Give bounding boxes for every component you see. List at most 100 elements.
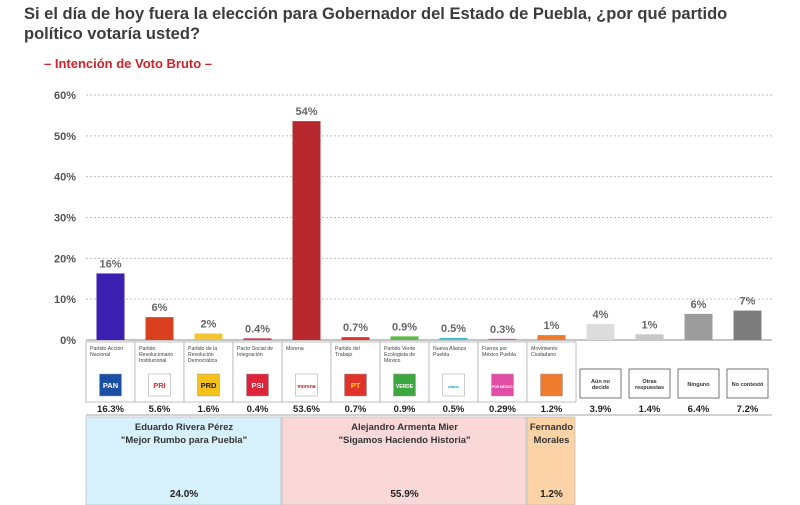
category-box	[677, 368, 720, 399]
bar	[488, 338, 517, 340]
bar-label: 2%	[201, 318, 217, 330]
coalition-candidate: Fernando	[530, 422, 573, 433]
morena-logo-icon	[295, 373, 318, 397]
y-tick-label: 0%	[60, 335, 76, 347]
category-label: Partido Acción Nacional	[90, 346, 123, 358]
y-tick-label: 50%	[54, 131, 76, 143]
table-value: 5.6%	[149, 404, 171, 415]
bar	[733, 310, 762, 340]
table-value: 16.3%	[97, 404, 124, 415]
y-tick-label: 30%	[54, 213, 76, 225]
coalition-block	[281, 416, 527, 505]
table-value: 0.4%	[247, 404, 269, 415]
y-tick-label: 10%	[54, 294, 76, 306]
bar	[194, 333, 223, 340]
coalition-total: 1.2%	[540, 489, 563, 500]
bar-label: 1%	[642, 319, 658, 331]
logo-text: PSI	[251, 381, 263, 390]
prd-logo-icon	[197, 373, 220, 397]
bar	[537, 335, 566, 340]
bar	[292, 121, 321, 340]
bar-label: 0.4%	[245, 323, 270, 335]
coalition-slogan: "Sigamos Haciendo Historia"	[338, 435, 470, 446]
pt-logo-icon	[344, 373, 367, 397]
category-label: No contestó	[732, 382, 764, 388]
logo-text: PRI	[153, 381, 166, 390]
y-tick-label: 20%	[54, 253, 76, 265]
chart-title: Si el día de hoy fuera la elección para …	[24, 5, 728, 43]
pvem-logo-icon	[393, 373, 416, 397]
logo-text: FUERZA POR MÉXICO PUEBLA	[478, 384, 527, 389]
chart-subtitle: – Intención de Voto Bruto –	[44, 56, 213, 71]
coalition-candidate: Morales	[534, 435, 570, 446]
fuerza-mexico-logo-icon	[491, 373, 514, 397]
category-label: Partido de la Revolución Democrática	[188, 346, 217, 364]
bar	[341, 337, 370, 340]
category-label: Partido Revolucionario Institucional	[139, 346, 173, 364]
bar-label: 54%	[295, 106, 317, 118]
bar-label: 1%	[544, 320, 560, 332]
y-tick-label: 40%	[54, 172, 76, 184]
category-label: Movimiento Ciudadano	[531, 346, 558, 358]
table-value: 0.9%	[394, 404, 416, 415]
table-value: 6.4%	[688, 404, 710, 415]
pri-logo-icon	[148, 373, 171, 397]
logo-text: PT	[351, 381, 361, 390]
logo-text: PRD	[201, 381, 217, 390]
category-label: Ninguno	[687, 382, 710, 388]
coalition-total: 55.9%	[390, 489, 418, 500]
movimiento-ciudadano-logo-icon	[540, 373, 563, 397]
psi-logo-icon	[246, 373, 269, 397]
logo-text: alianza	[448, 385, 459, 389]
pan-logo-icon	[99, 373, 122, 397]
logo-text: PAN	[103, 381, 118, 390]
table-value: 1.6%	[198, 404, 220, 415]
bar-label: 0.9%	[392, 321, 417, 333]
y-tick-label: 60%	[54, 90, 76, 102]
table-value: 0.7%	[345, 404, 367, 415]
bar	[145, 317, 174, 340]
table-value: 1.4%	[639, 404, 661, 415]
coalition-slogan: "Mejor Rumbo para Puebla"	[121, 435, 247, 446]
bar-label: 16%	[99, 258, 121, 270]
nueva-alianza-logo-icon	[442, 373, 465, 397]
category-box	[579, 368, 622, 399]
bar	[390, 336, 419, 340]
bar	[439, 337, 468, 340]
category-label: Partido del Trabajo	[335, 346, 360, 358]
coalition-block	[526, 416, 576, 505]
bar-label: 0.5%	[441, 323, 466, 335]
logo-text: morena	[297, 384, 315, 390]
coalition-candidate: Eduardo Rivera Pérez	[135, 422, 233, 433]
coalition-total: 24.0%	[170, 489, 198, 500]
category-label: Aún no decide	[591, 379, 611, 391]
table-value: 7.2%	[737, 404, 759, 415]
bar-label: 6%	[152, 302, 168, 314]
bar	[635, 334, 664, 340]
bar-label: 0.3%	[490, 324, 515, 336]
table-value: 1.2%	[541, 404, 563, 415]
bar-label: 7%	[740, 296, 756, 308]
bar	[243, 338, 272, 340]
bar	[586, 324, 615, 340]
category-label: Partido Verde Ecologista de México	[384, 346, 416, 364]
category-box	[628, 368, 671, 399]
category-box	[726, 368, 769, 399]
bar-label: 0.7%	[343, 322, 368, 334]
logo-text: VERDE	[396, 384, 414, 390]
coalition-candidate: Alejandro Armenta Mier	[351, 422, 458, 433]
category-label: Nueva Alianza Puebla	[433, 346, 466, 358]
bar	[684, 313, 713, 340]
category-label: Otras respuestas	[635, 379, 664, 391]
table-value: 53.6%	[293, 404, 320, 415]
coalition-block	[85, 416, 282, 505]
category-label: Fuerza por México Puebla	[482, 346, 516, 358]
category-label: Morena	[286, 346, 304, 352]
bar-label: 4%	[593, 309, 609, 321]
table-value: 0.5%	[443, 404, 465, 415]
table-value: 0.29%	[489, 404, 516, 415]
bar	[96, 273, 125, 340]
table-value: 3.9%	[590, 404, 612, 415]
category-label: Pacto Social de Integración	[237, 346, 273, 358]
